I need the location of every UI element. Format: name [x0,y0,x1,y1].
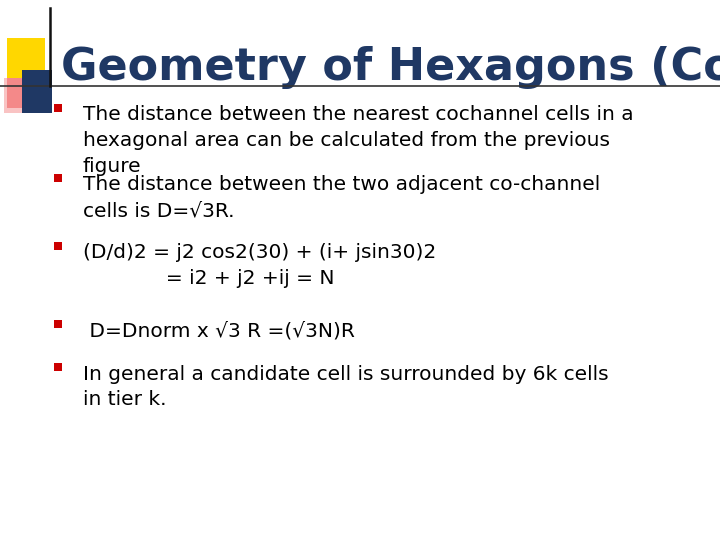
Text: The distance between the nearest cochannel cells in a
hexagonal area can be calc: The distance between the nearest cochann… [83,105,634,176]
Text: The distance between the two adjacent co-channel
cells is D=√3R.: The distance between the two adjacent co… [83,176,600,220]
Text: (D/d)2 = j2 cos2(30) + (i+ jsin30)2
             = i2 + j2 +ij = N: (D/d)2 = j2 cos2(30) + (i+ jsin30)2 = i2… [83,243,436,288]
Text: D=Dnorm x √3 R =(√3N)R: D=Dnorm x √3 R =(√3N)R [83,321,355,340]
Text: In general a candidate cell is surrounded by 6k cells
in tier k.: In general a candidate cell is surrounde… [83,364,608,409]
Text: Geometry of Hexagons (Cont’d): Geometry of Hexagons (Cont’d) [61,46,720,89]
